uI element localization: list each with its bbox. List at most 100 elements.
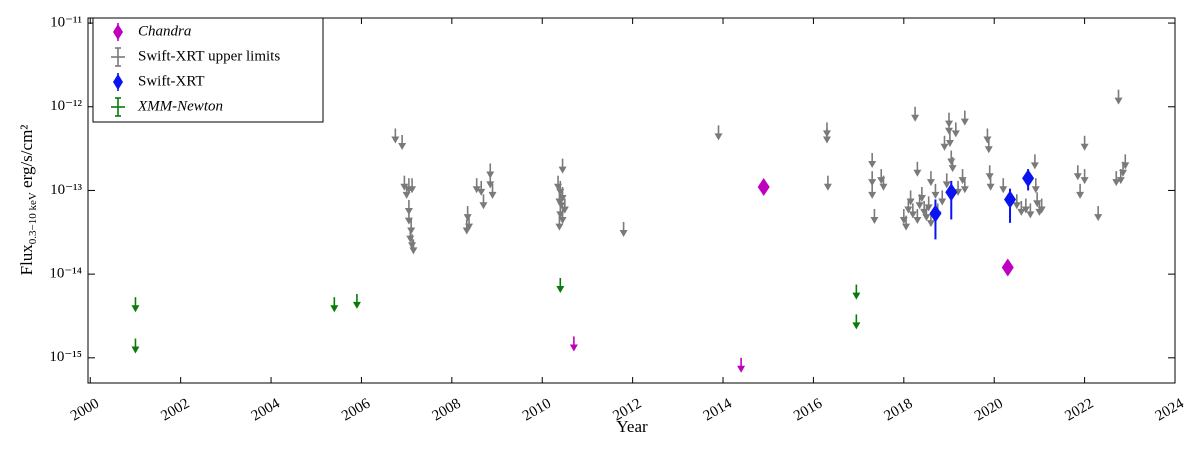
- arrow-head: [352, 301, 361, 309]
- x-tick-label: 2004: [249, 395, 283, 424]
- upper-limit: [402, 183, 411, 199]
- arrow-head: [908, 211, 917, 219]
- upper-limit: [463, 206, 472, 222]
- upper-limit: [477, 180, 486, 196]
- x-tick-label: 2002: [158, 396, 192, 425]
- arrow-head: [1037, 206, 1046, 214]
- arrow-head: [737, 365, 746, 373]
- arrow-head: [557, 202, 566, 210]
- upper-limit: [462, 219, 471, 235]
- data-point: [757, 177, 770, 196]
- arrow-head: [472, 186, 481, 194]
- arrow-head: [868, 161, 877, 169]
- upper-limit: [486, 173, 495, 189]
- upper-limit: [560, 198, 569, 214]
- x-tick-label: 2010: [520, 396, 554, 425]
- upper-limit: [1080, 169, 1089, 185]
- arrow-head: [926, 220, 935, 228]
- upper-limit: [822, 128, 831, 144]
- arrow-head: [560, 206, 569, 214]
- upper-limit: [942, 173, 951, 189]
- data-point: [945, 183, 958, 202]
- upper-limit: [913, 209, 922, 225]
- arrow-head: [960, 186, 969, 194]
- legend-marker: [113, 74, 123, 90]
- upper-limit: [619, 221, 628, 237]
- arrow-head: [915, 202, 924, 210]
- upper-limit: [951, 122, 960, 138]
- arrow-head: [462, 227, 471, 235]
- upper-limit: [948, 157, 957, 173]
- arrow-head: [1031, 186, 1040, 194]
- arrow-head: [960, 118, 969, 126]
- upper-limit: [1094, 206, 1103, 222]
- legend-box: [92, 17, 324, 123]
- upper-limit: [1031, 178, 1040, 194]
- data-point: [1004, 190, 1017, 209]
- arrow-head: [823, 183, 832, 191]
- upper-limit: [569, 336, 578, 352]
- upper-limit: [908, 203, 917, 219]
- x-tick-label: 2014: [701, 395, 735, 424]
- upper-limit: [408, 178, 417, 194]
- data-point: [1022, 169, 1035, 188]
- upper-limit: [868, 171, 877, 187]
- arrow-head: [904, 206, 913, 214]
- arrow-head: [1076, 191, 1085, 199]
- arrow-head: [330, 305, 339, 313]
- arrow-head: [948, 165, 957, 173]
- upper-limit: [558, 158, 567, 174]
- arrow-head: [398, 142, 407, 150]
- upper-limit: [879, 175, 888, 191]
- arrow-head: [938, 198, 947, 206]
- arrow-head: [945, 127, 954, 135]
- upper-limit: [947, 150, 956, 166]
- legend-label: Chandra: [138, 23, 191, 39]
- arrow-head: [619, 229, 628, 237]
- upper-limit: [911, 106, 920, 122]
- y-tick-label: 10⁻¹⁵: [49, 349, 82, 365]
- arrow-head: [984, 146, 993, 154]
- upper-limit: [479, 194, 488, 210]
- legend-label: Swift-XRT upper limits: [138, 48, 280, 64]
- upper-limit: [983, 128, 992, 144]
- arrow-head: [1114, 97, 1123, 105]
- y-label-unit: erg/s/cm²: [17, 125, 36, 193]
- arrow-head: [926, 179, 935, 187]
- arrow-head: [131, 305, 140, 313]
- upper-limit: [940, 135, 949, 151]
- arrow-head: [407, 227, 416, 235]
- upper-limit: [917, 186, 926, 202]
- y-label-main: Flux: [17, 244, 36, 276]
- upper-limit: [902, 215, 911, 231]
- arrow-head: [922, 214, 931, 222]
- upper-limit: [823, 175, 832, 191]
- upper-limit: [1114, 89, 1123, 105]
- arrow-head: [1116, 177, 1125, 185]
- upper-limit: [926, 171, 935, 187]
- upper-limit: [945, 119, 954, 135]
- upper-limit: [1012, 194, 1021, 210]
- arrow-head: [1030, 162, 1039, 170]
- x-tick-label: 2024: [1153, 395, 1187, 424]
- upper-limit: [352, 293, 361, 309]
- arrow-head: [409, 247, 418, 255]
- arrow-head: [569, 344, 578, 352]
- arrow-head: [985, 173, 994, 181]
- x-tick-label: 2006: [339, 395, 373, 424]
- arrow-head: [1026, 211, 1035, 219]
- arrow-head: [391, 136, 400, 144]
- upper-limit: [868, 153, 877, 169]
- x-tick-label: 2022: [1062, 396, 1096, 425]
- y-label-sub: 0.3−10 keV: [27, 192, 39, 244]
- arrow-head: [911, 114, 920, 122]
- arrow-head: [486, 181, 495, 189]
- upper-limit: [557, 194, 566, 210]
- arrow-head: [1080, 143, 1089, 151]
- arrow-head: [983, 136, 992, 144]
- arrow-head: [852, 322, 861, 330]
- arrow-head: [822, 136, 831, 144]
- upper-limit: [330, 297, 339, 313]
- arrow-head: [1021, 206, 1030, 214]
